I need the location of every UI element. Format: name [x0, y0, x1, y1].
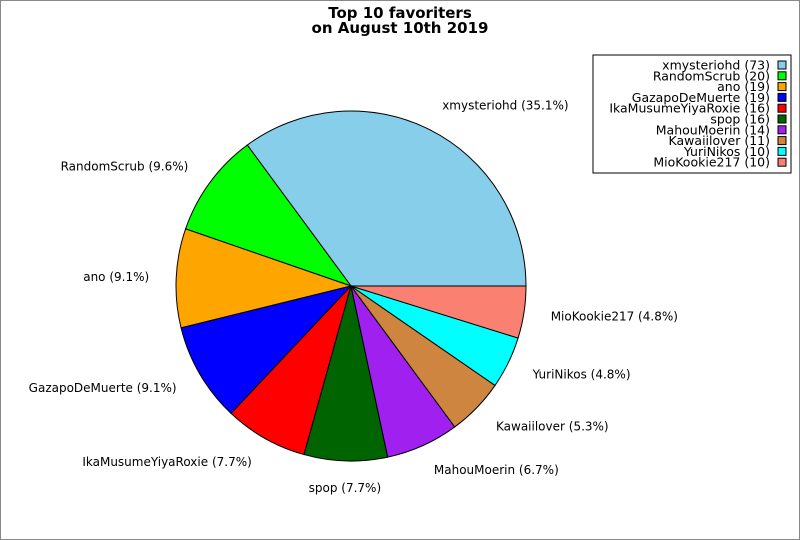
legend-swatch-IkaMusumeYiyaRoxie — [777, 103, 787, 113]
legend-label-ano: ano (19) — [717, 79, 770, 94]
legend-label-IkaMusumeYiyaRoxie: IkaMusumeYiyaRoxie (16) — [609, 101, 770, 116]
legend-swatch-xmysteriohd — [777, 60, 787, 70]
slice-label-YuriNikos: YuriNikos (4.8%) — [532, 367, 631, 381]
legend-box — [592, 54, 792, 174]
slice-label-MioKookie217: MioKookie217 (4.8%) — [551, 309, 678, 323]
slice-label-Kawaiilover: Kawaiilover (5.3%) — [496, 420, 609, 434]
slice-label-xmysteriohd: xmysteriohd (35.1%) — [442, 99, 568, 113]
pie-slice-xmysteriohd — [246, 110, 527, 287]
pie-slice-ano — [175, 228, 353, 329]
slice-label-IkaMusumeYiyaRoxie: IkaMusumeYiyaRoxie (7.7%) — [82, 455, 251, 469]
chart-title-line-2: on August 10th 2019 — [312, 19, 489, 37]
legend-label-MioKookie217: MioKookie217 (10) — [653, 155, 770, 170]
slice-label-RandomScrub: RandomScrub (9.6%) — [61, 159, 189, 173]
pie-slices — [175, 110, 527, 462]
slice-label-GazapoDeMuerte: GazapoDeMuerte (9.1%) — [29, 381, 177, 395]
slice-label-spop: spop (7.7%) — [309, 481, 382, 495]
legend: xmysteriohd (73)RandomScrub (20)ano (19)… — [592, 54, 792, 174]
chart-title-line-1: Top 10 favoriters — [328, 4, 472, 22]
slice-label-ano: ano (9.1%) — [83, 270, 149, 284]
legend-swatch-GazapoDeMuerte — [777, 92, 787, 102]
legend-swatch-RandomScrub — [777, 71, 787, 81]
slice-label-MahouMoerin: MahouMoerin (6.7%) — [434, 463, 559, 477]
pie-slice-RandomScrub — [184, 144, 353, 287]
legend-label-xmysteriohd: xmysteriohd (73) — [662, 58, 770, 73]
legend-label-Kawaiilover: Kawaiilover (11) — [669, 133, 770, 148]
legend-swatch-YuriNikos — [777, 146, 787, 156]
legend-label-RandomScrub: RandomScrub (20) — [653, 68, 770, 83]
legend-label-YuriNikos: YuriNikos (10) — [683, 144, 770, 159]
legend-swatch-Kawaiilover — [777, 136, 787, 146]
legend-label-GazapoDeMuerte: GazapoDeMuerte (19) — [632, 90, 770, 105]
legend-label-MahouMoerin: MahouMoerin (14) — [656, 122, 770, 137]
legend-label-spop: spop (16) — [710, 112, 770, 127]
pie-slice-MioKookie217 — [350, 285, 527, 339]
legend-swatch-spop — [777, 114, 787, 124]
legend-swatch-MahouMoerin — [777, 125, 787, 135]
legend-swatch-ano — [777, 82, 787, 92]
pie-slice-GazapoDeMuerte — [180, 285, 353, 415]
legend-swatch-MioKookie217 — [777, 157, 787, 167]
chart-title: Top 10 favoriters on August 10th 2019 — [312, 4, 489, 37]
slice-labels: xmysteriohd (35.1%) RandomScrub (9.6%) ano… — [29, 99, 678, 495]
